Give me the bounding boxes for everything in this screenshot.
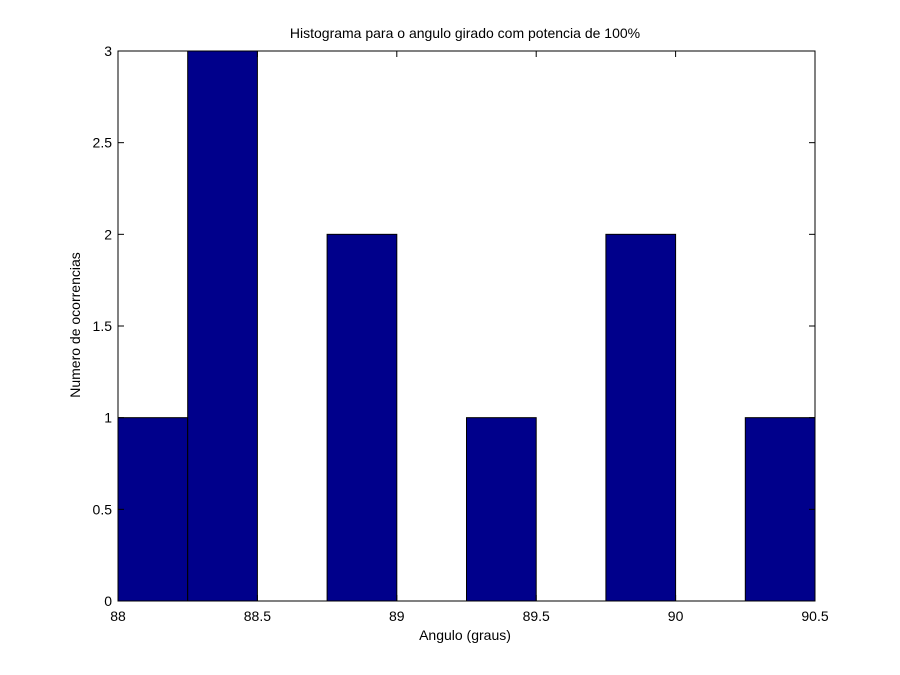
chart-title: Histograma para o angulo girado com pote…	[290, 25, 640, 41]
histogram-bar-1	[187, 50, 258, 602]
y-axis-ticks: 0 0.5 1 1.5 2 2.5 3	[93, 43, 815, 609]
histogram-bar-7	[605, 233, 677, 602]
x-tick-label-4: 90	[668, 608, 684, 624]
histogram-bar-0	[117, 417, 189, 602]
histogram-bar-9	[744, 417, 816, 602]
histogram-bar-5	[466, 417, 537, 602]
y-tick-label-5: 2.5	[93, 135, 113, 151]
x-tick-label-1: 88.5	[244, 608, 271, 624]
x-tick-label-3: 89.5	[523, 608, 550, 624]
y-tick-label-0: 0	[104, 593, 112, 609]
y-tick-label-2: 1	[104, 410, 112, 426]
x-tick-label-0: 88	[110, 608, 126, 624]
x-axis-ticks: 88 88.5 89 89.5 90 90.5	[110, 51, 829, 624]
y-tick-label-6: 3	[104, 43, 112, 59]
y-tick-label-3: 1.5	[93, 318, 113, 334]
y-tick-label-1: 0.5	[93, 501, 113, 517]
y-axis-label: Numero de ocorrencias	[67, 252, 83, 398]
x-tick-label-2: 89	[389, 608, 405, 624]
y-tick-label-4: 2	[104, 226, 112, 242]
x-axis-label: Angulo (graus)	[419, 627, 511, 643]
bars-group	[117, 50, 816, 602]
histogram-bar-3	[326, 233, 398, 602]
x-tick-label-5: 90.5	[801, 608, 828, 624]
